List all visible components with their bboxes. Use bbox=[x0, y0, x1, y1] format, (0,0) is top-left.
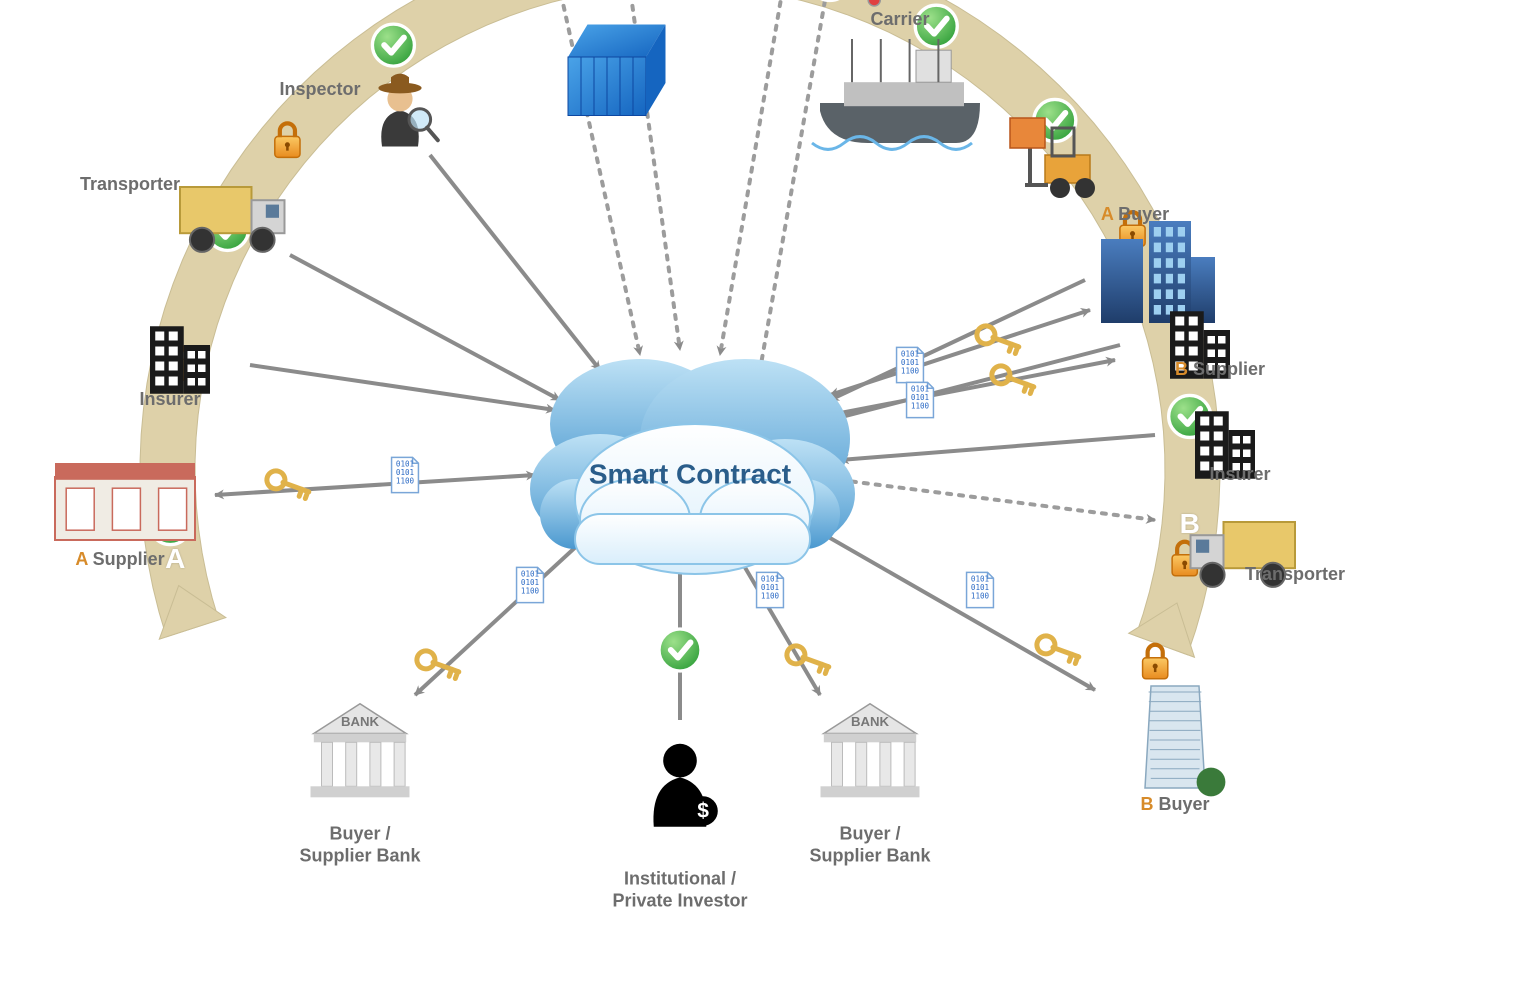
svg-text:1100: 1100 bbox=[761, 591, 780, 600]
label-transporter_a: Transporter bbox=[80, 174, 180, 196]
svg-text:0101: 0101 bbox=[396, 468, 415, 477]
label-inspector: Inspector bbox=[279, 79, 360, 101]
svg-text:0101: 0101 bbox=[911, 393, 930, 402]
svg-text:1100: 1100 bbox=[521, 586, 540, 595]
center-label: Smart Contract bbox=[589, 460, 791, 491]
label-carrier: Carrier bbox=[870, 9, 929, 31]
label-investor: Institutional / Private Investor bbox=[612, 868, 747, 911]
arc-letter-b: B bbox=[1180, 508, 1200, 540]
svg-text:0101: 0101 bbox=[901, 358, 920, 367]
label-bank_right: Buyer / Supplier Bank bbox=[809, 823, 930, 866]
svg-text:1100: 1100 bbox=[971, 591, 990, 600]
label-buyer_b: B Buyer bbox=[1140, 794, 1209, 816]
svg-text:1100: 1100 bbox=[396, 476, 415, 485]
label-insurer_a: Insurer bbox=[139, 389, 200, 411]
diagram-svg: 0101110001010101110001010101110001010101… bbox=[0, 0, 1536, 1001]
label-insurer_b: Insurer bbox=[1209, 464, 1270, 486]
svg-text:0101: 0101 bbox=[761, 575, 780, 584]
svg-text:0101: 0101 bbox=[761, 583, 780, 592]
svg-text:1100: 1100 bbox=[911, 401, 930, 410]
svg-text:0101: 0101 bbox=[901, 350, 920, 359]
svg-text:0101: 0101 bbox=[911, 385, 930, 394]
label-transporter_b: Transporter bbox=[1245, 564, 1345, 586]
svg-text:BANK: BANK bbox=[851, 714, 890, 729]
svg-text:1100: 1100 bbox=[901, 366, 920, 375]
svg-text:BANK: BANK bbox=[341, 714, 380, 729]
arc-letter-a: A bbox=[165, 543, 185, 575]
label-supplier_b: B Supplier bbox=[1175, 359, 1265, 381]
svg-text:0101: 0101 bbox=[396, 460, 415, 469]
label-bank_left: Buyer / Supplier Bank bbox=[299, 823, 420, 866]
label-supplier_a: A Supplier bbox=[75, 549, 164, 571]
label-buyer_a: A Buyer bbox=[1101, 204, 1169, 226]
smart-contract-diagram: 0101110001010101110001010101110001010101… bbox=[0, 0, 1536, 1001]
svg-text:$: $ bbox=[697, 799, 709, 822]
svg-text:0101: 0101 bbox=[971, 583, 990, 592]
svg-text:0101: 0101 bbox=[971, 575, 990, 584]
svg-text:0101: 0101 bbox=[521, 578, 540, 587]
svg-text:0101: 0101 bbox=[521, 570, 540, 579]
